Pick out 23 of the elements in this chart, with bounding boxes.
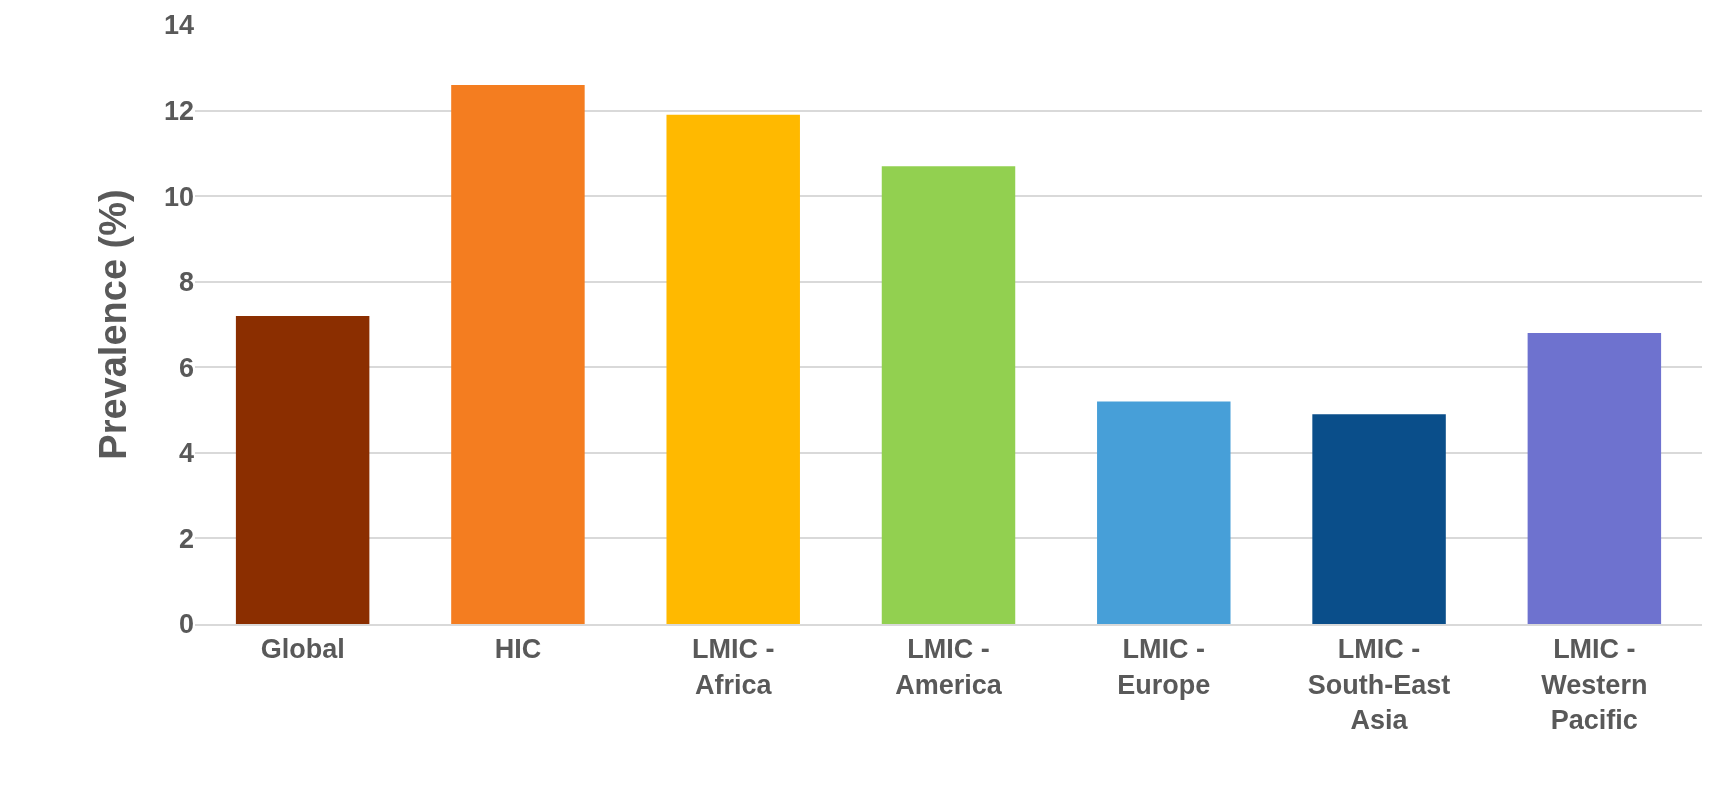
y-tick-label: 8 <box>178 267 194 298</box>
x-tick-label: LMIC - America <box>895 634 1003 700</box>
y-axis-title: Prevalence (%) <box>92 189 135 460</box>
bar <box>666 114 800 624</box>
y-tick-label: 0 <box>178 609 194 640</box>
y-tick-label: 2 <box>178 523 194 554</box>
bar <box>451 84 585 624</box>
bar <box>881 166 1016 624</box>
x-tick-label: LMIC - South-East Asia <box>1307 634 1451 735</box>
bar <box>1097 401 1231 624</box>
x-tick-label: Global <box>260 634 345 665</box>
x-tick-label: LMIC - Europe <box>1117 634 1211 700</box>
y-tick-label: 6 <box>178 352 194 383</box>
bar <box>1312 414 1446 624</box>
bar <box>235 315 370 624</box>
y-tick-label: 4 <box>178 438 194 469</box>
y-tick-label: 10 <box>163 181 194 212</box>
y-tick-label: 14 <box>163 10 194 41</box>
x-tick-label: HIC <box>494 634 542 665</box>
x-tick-label: LMIC - Western Pacific <box>1541 634 1648 735</box>
y-tick-label: 12 <box>163 96 194 127</box>
bar <box>1527 333 1662 624</box>
x-tick-label: LMIC - Africa <box>691 634 775 700</box>
